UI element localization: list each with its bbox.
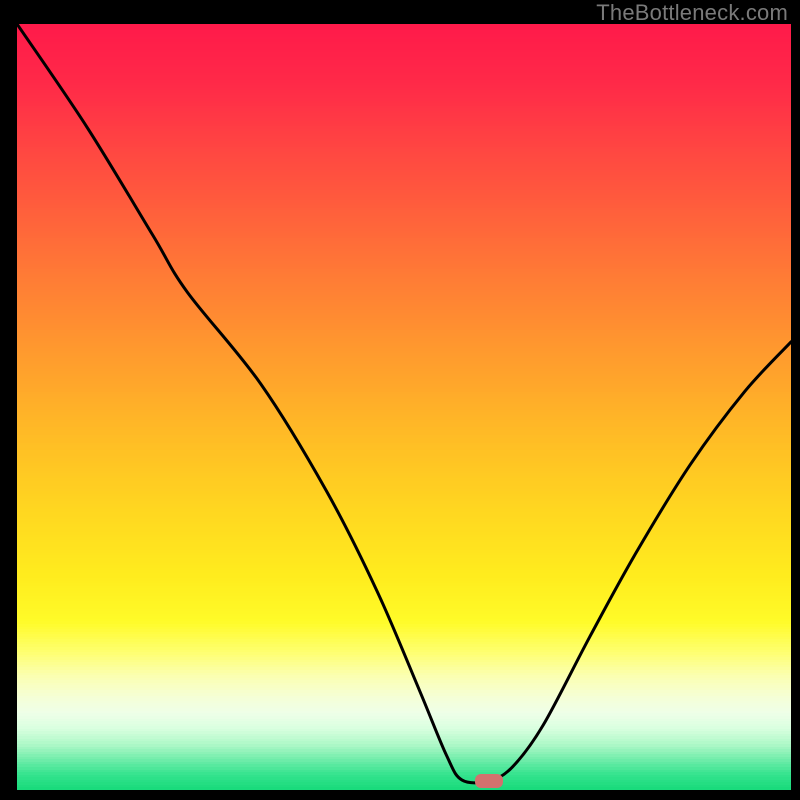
optimal-marker bbox=[475, 774, 503, 788]
plot-area bbox=[17, 24, 791, 790]
chart-frame: TheBottleneck.com bbox=[0, 0, 800, 800]
bottleneck-curve bbox=[17, 24, 791, 790]
watermark-label: TheBottleneck.com bbox=[596, 0, 788, 26]
